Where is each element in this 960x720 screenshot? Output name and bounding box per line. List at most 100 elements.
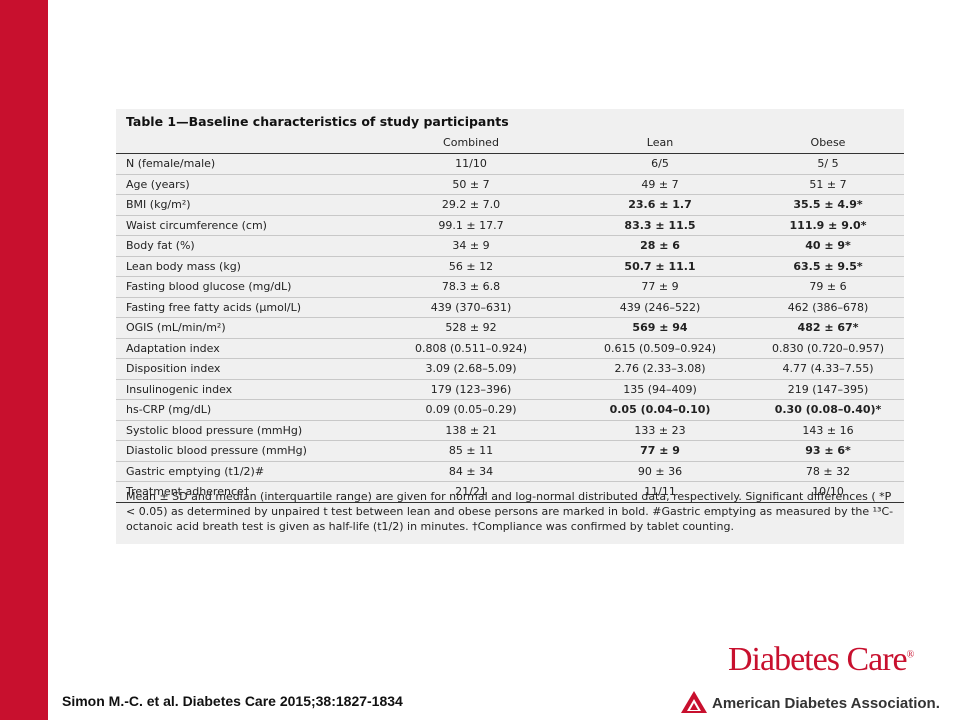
table-footnote: Mean ± SD and median (interquartile rang… bbox=[126, 490, 894, 533]
combined-value: 34 ± 9 bbox=[452, 239, 490, 252]
table-row: Disposition index 3.09 (2.68–5.09) 2.76 (2… bbox=[116, 359, 904, 380]
combined-value: 21/21 bbox=[455, 485, 487, 498]
obese-value: 0.30 (0.08–0.40)* bbox=[774, 403, 882, 416]
table-row: Body fat (%) 34 ± 9 28 ± 6 40 ± 9* bbox=[116, 236, 904, 257]
row-label: Treatment adherence† bbox=[126, 485, 250, 498]
table-row: Lean body mass (kg) 56 ± 12 50.7 ± 11.1 63.… bbox=[116, 257, 904, 277]
lean-value: 23.6 ± 1.7 bbox=[628, 198, 692, 211]
row-label: OGIS (mL/min/m²) bbox=[126, 321, 226, 334]
table-body: N (female/male) 11/10 6/5 5/ 5 Age (years) 50… bbox=[116, 154, 904, 503]
header-lean: Lean bbox=[646, 136, 674, 149]
obese-value: 0.830 (0.720–0.957) bbox=[771, 341, 885, 355]
lean-value: 90 ± 36 bbox=[637, 464, 683, 478]
combined-value: 439 (370–631) bbox=[430, 300, 512, 314]
table-row: Adaptation index 0.808 (0.511–0.924) 0.615… bbox=[116, 339, 904, 359]
row-label: Lean body mass (kg) bbox=[126, 259, 241, 273]
lean-value: 50.7 ± 11.1 bbox=[624, 259, 696, 273]
row-label: N (female/male) bbox=[126, 157, 216, 170]
obese-value: 4.77 (4.33–7.55) bbox=[782, 362, 874, 375]
citation: Simon M.-C. et al. Diabetes Care 2015;38… bbox=[62, 693, 403, 709]
obese-value: 219 (147–395) bbox=[787, 382, 869, 396]
obese-value: 143 ± 16 bbox=[802, 423, 854, 437]
combined-value: 3.09 (2.68–5.09) bbox=[425, 362, 517, 375]
lean-value: 49 ± 7 bbox=[641, 177, 679, 191]
lean-value: 28 ± 6 bbox=[640, 239, 680, 252]
table-row: N (female/male) 11/10 6/5 5/ 5 bbox=[116, 154, 904, 175]
row-label: hs-CRP (mg/dL) bbox=[126, 403, 212, 416]
diabetes-care-logo: Diabetes Care® bbox=[728, 641, 915, 679]
obese-value: 5/ 5 bbox=[817, 157, 839, 170]
combined-value: 50 ± 7 bbox=[452, 177, 490, 191]
table-row: Diastolic blood pressure (mmHg) 85 ± 11 77… bbox=[116, 441, 904, 462]
combined-value: 29.2 ± 7.0 bbox=[441, 198, 501, 211]
table-row: Fasting free fatty acids (μmol/L) 439 (37… bbox=[116, 298, 904, 318]
table-row: Waist circumference (cm) 99.1 ± 17.7 83.3 … bbox=[116, 216, 904, 236]
obese-value: 79 ± 6 bbox=[809, 280, 847, 293]
row-label: Waist circumference (cm) bbox=[126, 218, 267, 232]
row-label: Diastolic blood pressure (mmHg) bbox=[126, 444, 307, 457]
combined-value: 99.1 ± 17.7 bbox=[438, 218, 504, 232]
lean-value: 2.76 (2.33–3.08) bbox=[614, 362, 706, 375]
lean-value: 439 (246–522) bbox=[619, 300, 701, 314]
table-row: Insulinogenic index 179 (123–396) 135 (94–… bbox=[116, 380, 904, 400]
row-label: Gastric emptying (t1/2)# bbox=[126, 464, 265, 478]
obese-value: 93 ± 6* bbox=[805, 444, 851, 457]
obese-value: 78 ± 32 bbox=[805, 464, 851, 478]
row-label: Age (years) bbox=[126, 177, 190, 191]
lean-value: 133 ± 23 bbox=[634, 423, 686, 437]
row-label: Insulinogenic index bbox=[126, 382, 233, 396]
table-row: Gastric emptying (t1/2)# 84 ± 34 90 ± 36 78… bbox=[116, 462, 904, 482]
lean-value: 0.615 (0.509–0.924) bbox=[603, 341, 717, 355]
obese-value: 51 ± 7 bbox=[809, 177, 847, 191]
registered-mark: ® bbox=[906, 649, 915, 661]
combined-value: 0.808 (0.511–0.924) bbox=[414, 341, 528, 355]
obese-value: 35.5 ± 4.9* bbox=[793, 198, 863, 211]
table-row: Age (years) 50 ± 7 49 ± 7 51 ± 7 bbox=[116, 175, 904, 195]
table-row: Treatment adherence† 21/21 11/11 10/10 bbox=[116, 482, 904, 503]
combined-value: 11/10 bbox=[455, 157, 487, 170]
row-label: Fasting blood glucose (mg/dL) bbox=[126, 280, 292, 293]
table-row: Fasting blood glucose (mg/dL) 78.3 ± 6.8 7… bbox=[116, 277, 904, 298]
lean-value: 0.05 (0.04–0.10) bbox=[609, 403, 711, 416]
table-row: Systolic blood pressure (mmHg) 138 ± 21 13… bbox=[116, 421, 904, 441]
combined-value: 179 (123–396) bbox=[430, 382, 512, 396]
obese-value: 111.9 ± 9.0* bbox=[789, 218, 867, 232]
diabetes-care-logo-text: Diabetes Care bbox=[728, 641, 908, 678]
obese-value: 10/10 bbox=[812, 485, 844, 498]
table-header-row: Combined Lean Obese bbox=[116, 135, 904, 154]
table-row: OGIS (mL/min/m²) 528 ± 92 569 ± 94 482 ± 67… bbox=[116, 318, 904, 339]
table-panel: Table 1—Baseline characteristics of stud… bbox=[116, 109, 904, 544]
combined-value: 0.09 (0.05–0.29) bbox=[425, 403, 517, 416]
lean-value: 6/5 bbox=[651, 157, 669, 170]
red-side-bar bbox=[0, 0, 48, 720]
header-obese: Obese bbox=[810, 136, 846, 149]
ada-triangle-icon bbox=[681, 691, 707, 713]
lean-value: 77 ± 9 bbox=[641, 280, 679, 293]
combined-value: 78.3 ± 6.8 bbox=[441, 280, 501, 293]
combined-value: 84 ± 34 bbox=[448, 464, 494, 478]
row-label: Body fat (%) bbox=[126, 239, 195, 252]
lean-value: 83.3 ± 11.5 bbox=[624, 218, 696, 232]
row-label: Systolic blood pressure (mmHg) bbox=[126, 423, 303, 437]
table-row: hs-CRP (mg/dL) 0.09 (0.05–0.29) 0.05 (0.04… bbox=[116, 400, 904, 421]
table-row: BMI (kg/m²) 29.2 ± 7.0 23.6 ± 1.7 35.5 ± 4.… bbox=[116, 195, 904, 216]
combined-value: 528 ± 92 bbox=[445, 321, 497, 334]
lean-value: 569 ± 94 bbox=[632, 321, 688, 334]
lean-value: 11/11 bbox=[644, 485, 676, 498]
obese-value: 40 ± 9* bbox=[805, 239, 851, 252]
obese-value: 462 (386–678) bbox=[787, 300, 869, 314]
header-combined: Combined bbox=[443, 136, 499, 149]
lean-value: 77 ± 9 bbox=[640, 444, 680, 457]
combined-value: 85 ± 11 bbox=[448, 444, 494, 457]
lean-value: 135 (94–409) bbox=[623, 382, 697, 396]
table-title: Table 1—Baseline characteristics of stud… bbox=[126, 114, 509, 129]
row-label: Adaptation index bbox=[126, 341, 220, 355]
row-label: BMI (kg/m²) bbox=[126, 198, 191, 211]
ada-logo-text: American Diabetes Association. bbox=[712, 695, 940, 712]
combined-value: 56 ± 12 bbox=[448, 259, 494, 273]
row-label: Disposition index bbox=[126, 362, 221, 375]
row-label: Fasting free fatty acids (μmol/L) bbox=[126, 300, 302, 314]
obese-value: 63.5 ± 9.5* bbox=[793, 259, 863, 273]
combined-value: 138 ± 21 bbox=[445, 423, 497, 437]
obese-value: 482 ± 67* bbox=[797, 321, 859, 334]
